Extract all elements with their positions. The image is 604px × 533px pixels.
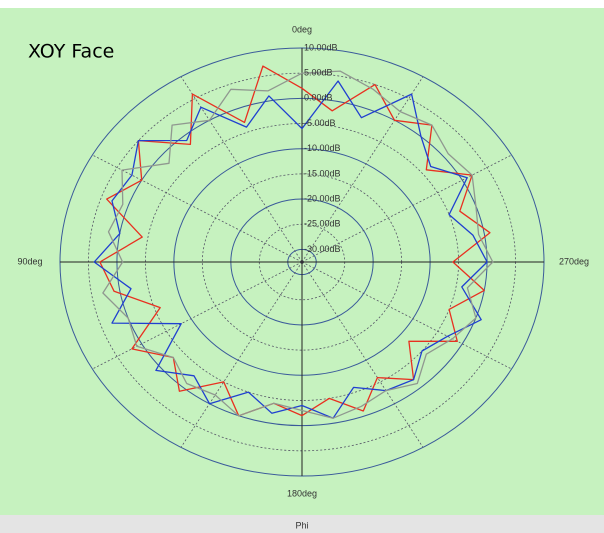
- status-strip: [0, 515, 604, 533]
- angle-label: 0deg: [292, 24, 312, 34]
- angle-label: 90deg: [17, 256, 42, 266]
- grid-spoke: [301, 261, 512, 370]
- r-tick-label: 10.00dB: [304, 42, 338, 52]
- r-tick-label: -20.00dB: [304, 193, 341, 203]
- annotation: XOY Face: [28, 41, 114, 63]
- grid-spoke: [180, 261, 303, 448]
- grid-spoke: [301, 76, 424, 263]
- grid-spoke: [301, 154, 512, 263]
- r-tick-label: -30.00dB: [304, 244, 341, 254]
- r-tick-label: -5.00dB: [304, 118, 336, 128]
- grid-spoke: [92, 154, 303, 263]
- angle-label: 180deg: [287, 488, 317, 498]
- grid-spoke: [301, 261, 424, 448]
- series-line: [93, 80, 488, 419]
- r-tick-label: -15.00dB: [304, 168, 341, 178]
- angle-label: 270deg: [559, 256, 589, 266]
- r-tick-label: -25.00dB: [304, 219, 341, 229]
- r-tick-label: 0.00dB: [304, 93, 333, 103]
- r-tick-label: -10.00dB: [304, 143, 341, 153]
- x-axis-label: Phi: [295, 520, 308, 530]
- r-tick-label: 5.00dB: [304, 68, 333, 78]
- series-line: [102, 70, 494, 419]
- grid-spoke: [92, 261, 303, 370]
